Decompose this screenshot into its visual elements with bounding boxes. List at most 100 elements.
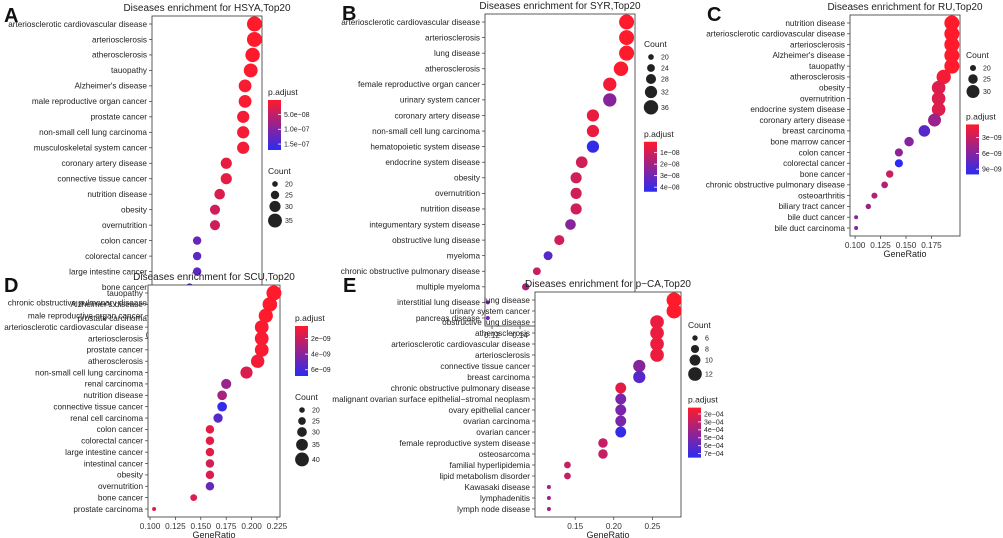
- size-legend-dot: [966, 85, 980, 98]
- data-point: [246, 16, 262, 32]
- y-tick-label: arteriosclerotic cardiovascular disease: [341, 18, 480, 27]
- data-point: [245, 47, 260, 63]
- size-legend-dot: [644, 85, 658, 99]
- y-tick-label: arteriosclerosis: [88, 334, 143, 343]
- y-tick-label: pancreas disease: [416, 314, 481, 323]
- y-tick-label: tauopathy: [111, 66, 148, 75]
- color-legend-label: 6e−09: [982, 151, 1002, 158]
- size-legend-label: 20: [312, 408, 320, 415]
- data-point: [543, 251, 553, 261]
- data-point: [615, 415, 627, 427]
- data-point: [944, 37, 960, 53]
- data-point: [546, 496, 551, 500]
- plot-frame: [849, 14, 961, 237]
- x-axis-label: GeneRatio: [883, 249, 926, 259]
- size-legend-label: 32: [661, 90, 669, 97]
- size-legend-label: 25: [983, 77, 991, 84]
- panel-letter: C: [707, 4, 721, 26]
- y-tick-label: lymph node disease: [457, 505, 530, 514]
- y-tick-label: chronic obstructive pulmonary disease: [391, 384, 531, 393]
- size-legend-title: Count: [295, 392, 318, 402]
- data-point: [854, 215, 859, 220]
- panel-letter: A: [4, 5, 18, 27]
- data-point: [192, 251, 202, 261]
- data-point: [615, 393, 627, 405]
- y-tick-label: bile duct cancer: [788, 213, 846, 222]
- size-legend-label: 12: [705, 372, 713, 379]
- size-legend-dot: [297, 427, 307, 437]
- data-point: [205, 470, 215, 480]
- size-legend-dot: [272, 181, 278, 187]
- data-point: [586, 109, 600, 122]
- x-tick-label: 0.12: [484, 331, 500, 340]
- data-point: [931, 91, 946, 106]
- data-point: [615, 404, 627, 416]
- y-tick-label: hematopoietic system disease: [370, 142, 480, 151]
- size-legend-label: 35: [285, 218, 293, 225]
- data-point: [546, 485, 551, 489]
- data-point: [586, 140, 600, 153]
- y-tick-label: integumentary system disease: [369, 220, 480, 229]
- y-tick-label: nutrition disease: [83, 391, 143, 400]
- size-legend-dot: [269, 200, 281, 212]
- color-bar: [268, 100, 281, 150]
- size-legend-label: 28: [661, 77, 669, 84]
- data-point: [854, 226, 859, 230]
- data-point: [237, 126, 250, 139]
- data-point: [237, 110, 250, 123]
- y-tick-label: connective tissue cancer: [53, 402, 143, 411]
- plot-frame: [151, 15, 263, 327]
- y-tick-label: malignant ovarian surface epithelial−str…: [332, 395, 530, 404]
- size-legend-title: Count: [644, 39, 667, 49]
- chart-title: Diseases enrichment for SCU,Top20: [133, 272, 295, 283]
- data-point: [152, 507, 157, 511]
- y-tick-label: atherosclerosis: [475, 329, 530, 338]
- color-legend-label: 4e−08: [660, 185, 680, 192]
- x-tick-label: 0.200: [241, 522, 262, 531]
- chart-title: Diseases enrichment for RU,Top20: [827, 2, 983, 13]
- size-legend-label: 35: [312, 442, 320, 449]
- y-tick-label: female reproductive organ cancer: [358, 80, 480, 89]
- y-tick-label: arteriosclerosis: [475, 351, 530, 360]
- y-tick-label: tauopathy: [809, 62, 846, 71]
- data-point: [944, 47, 960, 63]
- data-point: [944, 26, 960, 42]
- size-legend-label: 40: [312, 457, 320, 464]
- color-legend-label: 6e−04: [704, 443, 724, 450]
- x-tick-label: 0.20: [606, 522, 622, 531]
- y-tick-label: myeloma: [447, 251, 481, 260]
- y-tick-label: nutrition disease: [420, 205, 480, 214]
- data-point: [603, 93, 617, 107]
- data-point: [928, 113, 942, 127]
- y-tick-label: multiple myeloma: [416, 283, 480, 292]
- y-tick-label: urinary system cancer: [450, 307, 530, 316]
- data-point: [192, 236, 202, 245]
- data-point: [650, 326, 664, 340]
- data-point: [650, 337, 664, 351]
- size-legend-dot: [689, 354, 701, 366]
- data-point: [918, 125, 931, 137]
- y-tick-label: bone cancer: [98, 493, 143, 502]
- y-tick-label: male reproductive organ cancer: [32, 97, 147, 106]
- size-legend-label: 25: [285, 193, 293, 200]
- y-tick-label: interstitial lung disease: [397, 298, 480, 307]
- y-tick-label: colorectal cancer: [85, 252, 147, 261]
- color-legend-label: 3e−08: [660, 173, 680, 180]
- y-tick-label: obstructive lung disease: [442, 318, 530, 327]
- data-point: [205, 482, 215, 491]
- size-legend-label: 10: [705, 358, 713, 365]
- size-legend-label: 20: [285, 182, 293, 189]
- y-tick-label: endocrine system disease: [750, 105, 845, 114]
- y-tick-label: arteriosclerosis: [425, 33, 480, 42]
- y-tick-label: arteriosclerotic cardiovascular disease: [391, 340, 530, 349]
- y-tick-label: arteriosclerotic cardiovascular disease: [4, 323, 143, 332]
- x-axis-label: GeneRatio: [586, 530, 629, 538]
- color-legend-title: p.adjust: [268, 87, 298, 97]
- data-point: [944, 15, 960, 31]
- y-tick-label: large intestine cancer: [65, 448, 143, 457]
- y-tick-label: male reproductive organ cancer: [28, 312, 143, 321]
- y-tick-label: atherosclerosis: [790, 73, 845, 82]
- y-tick-label: arteriosclerotic cardiovascular disease: [8, 20, 147, 29]
- color-legend-label: 2e−08: [660, 162, 680, 169]
